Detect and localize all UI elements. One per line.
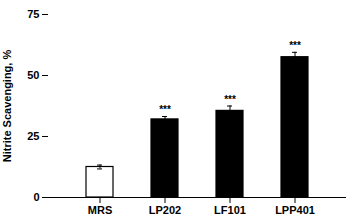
svg-text:LF101: LF101 [214,204,246,216]
svg-text:50: 50 [27,69,39,81]
svg-text:***: *** [289,40,301,51]
svg-text:Nitrite Scavenging, %: Nitrite Scavenging, % [1,50,13,163]
svg-text:75: 75 [27,8,39,20]
svg-text:25: 25 [27,130,39,142]
svg-text:LP202: LP202 [149,204,181,216]
svg-text:***: *** [159,104,171,115]
svg-text:MRS: MRS [88,204,112,216]
svg-text:***: *** [224,94,236,105]
svg-text:LPP401: LPP401 [275,204,315,216]
svg-text:0: 0 [33,191,39,203]
